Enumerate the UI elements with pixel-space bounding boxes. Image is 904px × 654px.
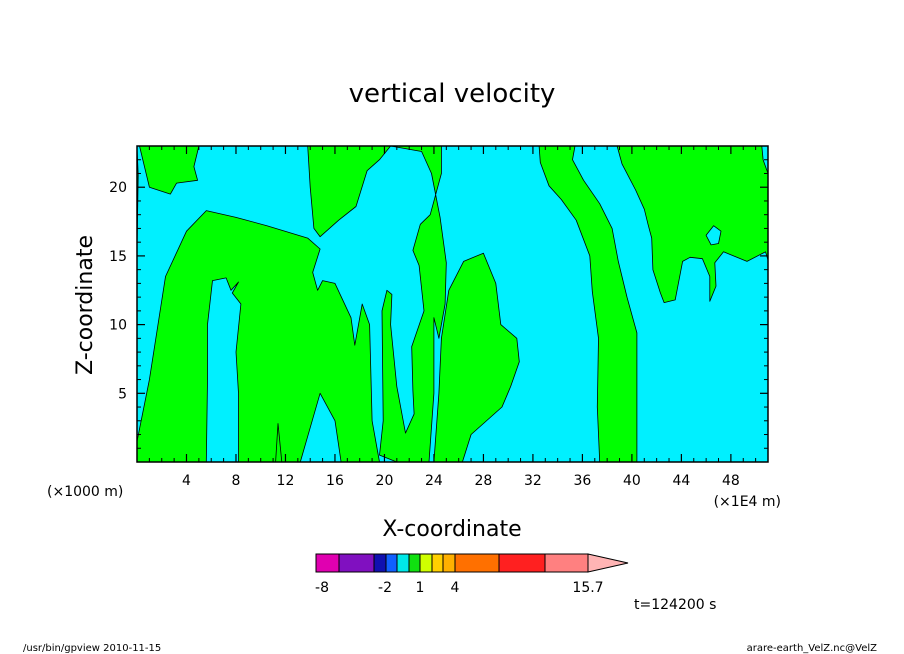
x-tick-label: 44	[672, 473, 690, 489]
footer-program: /usr/bin/gpview 2010-11-15	[23, 643, 161, 654]
y-tick-label: 5	[118, 386, 127, 402]
x-axis-ticks: 4 8 12 16 20 24 28 32 36 40 44 48	[148, 146, 757, 489]
x-tick-label: 16	[326, 473, 344, 489]
x-tick-label: 36	[573, 473, 591, 489]
x-tick-label: 4	[182, 473, 191, 489]
colorbar-segment	[442, 553, 456, 573]
x-tick-label: 48	[722, 473, 740, 489]
colorbar-segment	[373, 553, 387, 573]
chart-title: vertical velocity	[349, 79, 556, 109]
colorbar-label: -2	[378, 580, 392, 596]
colorbar-segment	[431, 553, 444, 573]
x-axis-label: X-coordinate	[382, 517, 521, 542]
colorbar: -8 -2 1 4 15.7	[315, 553, 629, 596]
plot-frame	[136, 145, 769, 463]
positive-region-left-top	[136, 145, 200, 195]
colorbar-label: 15.7	[572, 580, 603, 596]
y-axis-ticks: 5 10 15 20	[109, 159, 768, 449]
y-tick-label: 15	[109, 249, 127, 265]
y-tick-label: 10	[109, 318, 127, 334]
positive-region-left-edge	[136, 210, 380, 463]
negative-region-far-right-hole	[705, 225, 722, 246]
x-scale-note: (×1E4 m)	[714, 494, 781, 510]
colorbar-label: 1	[416, 580, 425, 596]
x-tick-label: 32	[524, 473, 542, 489]
colorbar-segment	[454, 553, 500, 573]
x-tick-label: 12	[277, 473, 295, 489]
colorbar-segment	[338, 553, 375, 573]
colorbar-label: -8	[315, 580, 329, 596]
colorbar-segment	[315, 553, 340, 573]
x-tick-label: 40	[623, 473, 641, 489]
colorbar-segment	[385, 553, 398, 573]
positive-contours	[136, 145, 769, 463]
colorbar-segment	[544, 553, 589, 573]
positive-region-top-mid	[307, 145, 447, 463]
positive-region-far-right	[616, 145, 769, 304]
colorbar-segment	[498, 553, 546, 573]
colorbar-segment	[419, 553, 433, 573]
x-tick-label: 28	[475, 473, 493, 489]
y-axis-label: Z-coordinate	[73, 235, 98, 375]
colorbar-label: 4	[451, 580, 460, 596]
y-scale-note: (×1000 m)	[47, 484, 123, 500]
time-label: t=124200 s	[634, 597, 716, 613]
colorbar-segment	[408, 553, 421, 573]
positive-region-center-plume	[433, 252, 520, 463]
y-tick-label: 20	[109, 180, 127, 196]
colorbar-segment	[396, 553, 410, 573]
colorbar-extend-arrow	[587, 553, 629, 573]
x-tick-label: 24	[425, 473, 443, 489]
x-tick-label: 20	[376, 473, 394, 489]
x-tick-label: 8	[232, 473, 241, 489]
footer-variable: arare-earth_VelZ.nc@VelZ	[747, 643, 878, 654]
